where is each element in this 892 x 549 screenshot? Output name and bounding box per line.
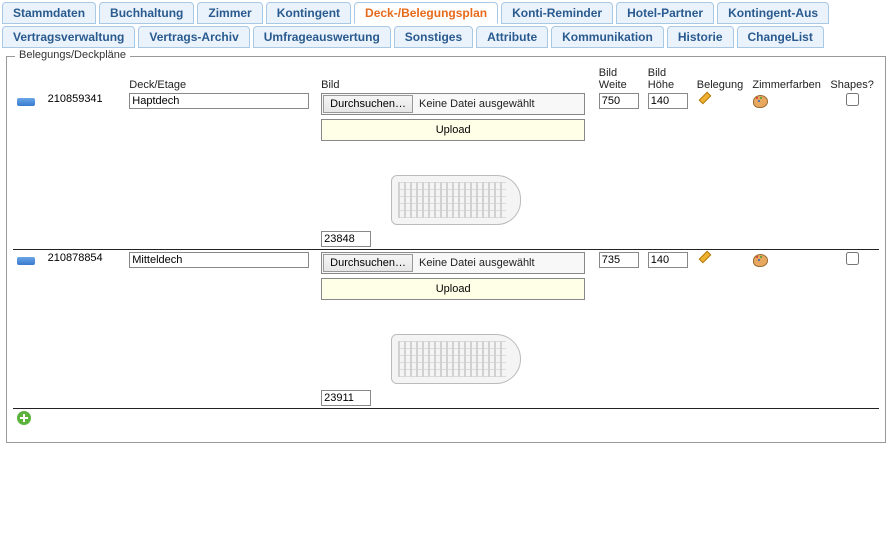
file-status: Keine Datei ausgewählt — [419, 98, 535, 110]
edit-belegung-icon[interactable] — [697, 93, 713, 109]
zimmerfarben-icon[interactable] — [752, 252, 768, 268]
table-row-preview — [13, 302, 879, 409]
tab-sonstiges[interactable]: Sonstiges — [394, 26, 473, 48]
tabs-row-2: VertragsverwaltungVertrags-ArchivUmfrage… — [0, 24, 892, 48]
deckplan-fieldset: Belegungs/Deckpläne Deck/Etage Bild Bild… — [6, 56, 886, 443]
browse-button[interactable]: Durchsuchen… — [323, 254, 413, 272]
header-weite: Bild Weite — [595, 65, 644, 91]
table-row: 210859341 Durchsuchen… Keine Datei ausge… — [13, 91, 879, 143]
upload-button[interactable]: Upload — [321, 119, 585, 141]
deckplan-table: Deck/Etage Bild Bild Weite Bild Höhe Bel… — [13, 65, 879, 430]
tabs-row-1: StammdatenBuchhaltungZimmerKontingentDec… — [0, 0, 892, 24]
row-id: 210859341 — [44, 91, 126, 143]
header-shapes: Shapes? — [826, 65, 879, 91]
tab-attribute[interactable]: Attribute — [476, 26, 548, 48]
add-row — [13, 409, 879, 431]
header-zimmerfarben: Zimmerfarben — [748, 65, 826, 91]
file-status: Keine Datei ausgewählt — [419, 257, 535, 269]
image-id-input[interactable] — [321, 231, 371, 247]
table-row-preview — [13, 143, 879, 250]
deck-preview-image — [391, 175, 521, 225]
tab-umfrageauswertung[interactable]: Umfrageauswertung — [253, 26, 391, 48]
tab-kontingent[interactable]: Kontingent — [266, 2, 351, 24]
height-input[interactable] — [648, 252, 688, 268]
edit-belegung-icon[interactable] — [697, 252, 713, 268]
add-row-button[interactable] — [17, 411, 31, 425]
header-bild: Bild — [317, 65, 595, 91]
remove-row-button[interactable] — [17, 98, 35, 106]
fieldset-legend: Belegungs/Deckpläne — [15, 49, 130, 61]
tab-vertrags-archiv[interactable]: Vertrags-Archiv — [138, 26, 249, 48]
tab-zimmer[interactable]: Zimmer — [197, 2, 262, 24]
upload-button[interactable]: Upload — [321, 278, 585, 300]
tab-konti-reminder[interactable]: Konti-Reminder — [501, 2, 613, 24]
tab-kommunikation[interactable]: Kommunikation — [551, 26, 664, 48]
tab-buchhaltung[interactable]: Buchhaltung — [99, 2, 194, 24]
deck-input[interactable] — [129, 252, 309, 268]
shapes-checkbox[interactable] — [846, 252, 859, 265]
tab-deck-belegungsplan[interactable]: Deck-/Belegungsplan — [354, 2, 498, 24]
width-input[interactable] — [599, 252, 639, 268]
header-row: Deck/Etage Bild Bild Weite Bild Höhe Bel… — [13, 65, 879, 91]
tab-kontingent-aus[interactable]: Kontingent-Aus — [717, 2, 829, 24]
tab-historie[interactable]: Historie — [667, 26, 734, 48]
tab-vertragsverwaltung[interactable]: Vertragsverwaltung — [2, 26, 135, 48]
height-input[interactable] — [648, 93, 688, 109]
width-input[interactable] — [599, 93, 639, 109]
zimmerfarben-icon[interactable] — [752, 93, 768, 109]
tab-hotel-partner[interactable]: Hotel-Partner — [616, 2, 714, 24]
header-belegung: Belegung — [693, 65, 749, 91]
deck-preview-image — [391, 334, 521, 384]
remove-row-button[interactable] — [17, 257, 35, 265]
tab-changelist[interactable]: ChangeList — [737, 26, 824, 48]
tab-stammdaten[interactable]: Stammdaten — [2, 2, 96, 24]
header-deck: Deck/Etage — [125, 65, 317, 91]
image-id-input[interactable] — [321, 390, 371, 406]
header-hoehe: Bild Höhe — [644, 65, 693, 91]
table-row: 210878854 Durchsuchen… Keine Datei ausge… — [13, 250, 879, 303]
shapes-checkbox[interactable] — [846, 93, 859, 106]
file-chooser: Durchsuchen… Keine Datei ausgewählt — [321, 93, 585, 115]
row-id: 210878854 — [44, 250, 126, 303]
file-chooser: Durchsuchen… Keine Datei ausgewählt — [321, 252, 585, 274]
deck-input[interactable] — [129, 93, 309, 109]
browse-button[interactable]: Durchsuchen… — [323, 95, 413, 113]
